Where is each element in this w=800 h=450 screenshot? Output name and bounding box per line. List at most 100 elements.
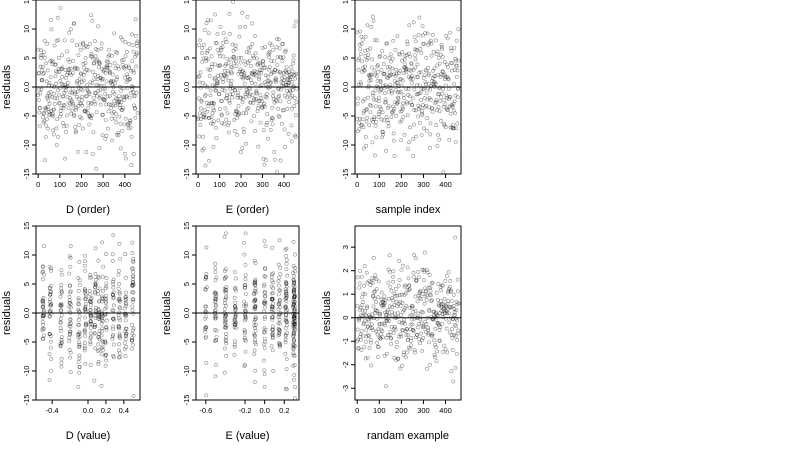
- data-point: [418, 90, 423, 95]
- data-point: [370, 57, 375, 62]
- data-point: [376, 115, 381, 119]
- data-point: [387, 253, 392, 258]
- data-point: [89, 297, 93, 302]
- data-point: [111, 296, 116, 301]
- data-point: [67, 347, 72, 352]
- data-point: [231, 48, 236, 53]
- data-point: [453, 93, 458, 98]
- data-point: [77, 344, 82, 349]
- data-point: [232, 118, 237, 122]
- data-point: [433, 326, 438, 331]
- data-point: [96, 307, 101, 312]
- data-point: [243, 316, 248, 321]
- data-point: [80, 94, 85, 99]
- data-point: [131, 333, 136, 338]
- data-point: [252, 306, 257, 311]
- data-point: [385, 41, 389, 46]
- data-point: [214, 296, 218, 301]
- data-point: [290, 106, 294, 111]
- y-tick-label: 5: [22, 282, 31, 286]
- data-point: [117, 241, 122, 246]
- data-point: [79, 101, 83, 106]
- data-point: [375, 340, 379, 345]
- data-point: [274, 99, 279, 104]
- data-point: [234, 108, 239, 113]
- data-point: [400, 105, 405, 109]
- data-point: [291, 303, 296, 308]
- data-point: [284, 295, 289, 300]
- data-point: [400, 327, 405, 332]
- data-point: [455, 63, 459, 68]
- data-point: [267, 65, 272, 69]
- data-point: [437, 61, 442, 66]
- data-point: [99, 318, 104, 323]
- data-point: [446, 97, 451, 101]
- data-point: [378, 78, 383, 83]
- data-point: [262, 330, 267, 335]
- data-point: [76, 96, 81, 101]
- data-point: [434, 99, 438, 104]
- data-point: [362, 345, 367, 350]
- data-point: [221, 80, 226, 84]
- data-point: [47, 111, 52, 116]
- data-point: [273, 157, 277, 162]
- data-point: [249, 78, 254, 83]
- data-point: [384, 351, 389, 356]
- data-point: [232, 325, 237, 329]
- data-point: [410, 322, 415, 327]
- data-point: [209, 101, 214, 106]
- data-point: [436, 298, 440, 302]
- data-point: [395, 90, 400, 95]
- data-point: [284, 282, 289, 287]
- data-point: [248, 45, 253, 50]
- data-point: [109, 53, 114, 58]
- data-point: [109, 79, 113, 84]
- data-point: [379, 297, 384, 302]
- data-point: [407, 94, 412, 99]
- data-point: [271, 47, 276, 52]
- data-point: [450, 105, 455, 109]
- data-point: [76, 322, 81, 327]
- data-point: [445, 350, 450, 355]
- data-point: [257, 99, 262, 103]
- data-point: [83, 289, 88, 293]
- data-point: [203, 310, 208, 315]
- data-point: [284, 357, 289, 362]
- data-point: [292, 281, 297, 286]
- data-point: [284, 254, 288, 258]
- data-point: [271, 280, 276, 285]
- data-point: [123, 275, 128, 280]
- data-point: [223, 301, 227, 306]
- data-point: [361, 66, 366, 70]
- data-point: [264, 82, 268, 87]
- data-point: [384, 384, 388, 389]
- data-point: [270, 304, 275, 309]
- data-point: [130, 322, 135, 327]
- data-point: [108, 102, 113, 107]
- data-point: [117, 324, 121, 329]
- data-point: [400, 50, 405, 55]
- data-point: [41, 305, 46, 310]
- y-tick-label: -3: [341, 385, 350, 392]
- data-point: [265, 112, 270, 117]
- data-point: [46, 105, 50, 109]
- data-point: [100, 77, 105, 81]
- data-point: [441, 343, 446, 348]
- data-point: [454, 126, 459, 131]
- data-point: [83, 268, 88, 273]
- data-point: [437, 91, 441, 96]
- data-point: [248, 100, 253, 105]
- data-point: [401, 309, 406, 314]
- data-point: [48, 300, 52, 304]
- data-point: [421, 324, 426, 328]
- data-point: [448, 30, 452, 35]
- data-point: [216, 118, 221, 123]
- data-point: [52, 43, 57, 48]
- data-point: [97, 348, 101, 352]
- data-point: [358, 305, 363, 310]
- data-point: [93, 285, 97, 290]
- data-point: [104, 102, 109, 107]
- data-point: [404, 70, 409, 74]
- data-point: [361, 322, 366, 327]
